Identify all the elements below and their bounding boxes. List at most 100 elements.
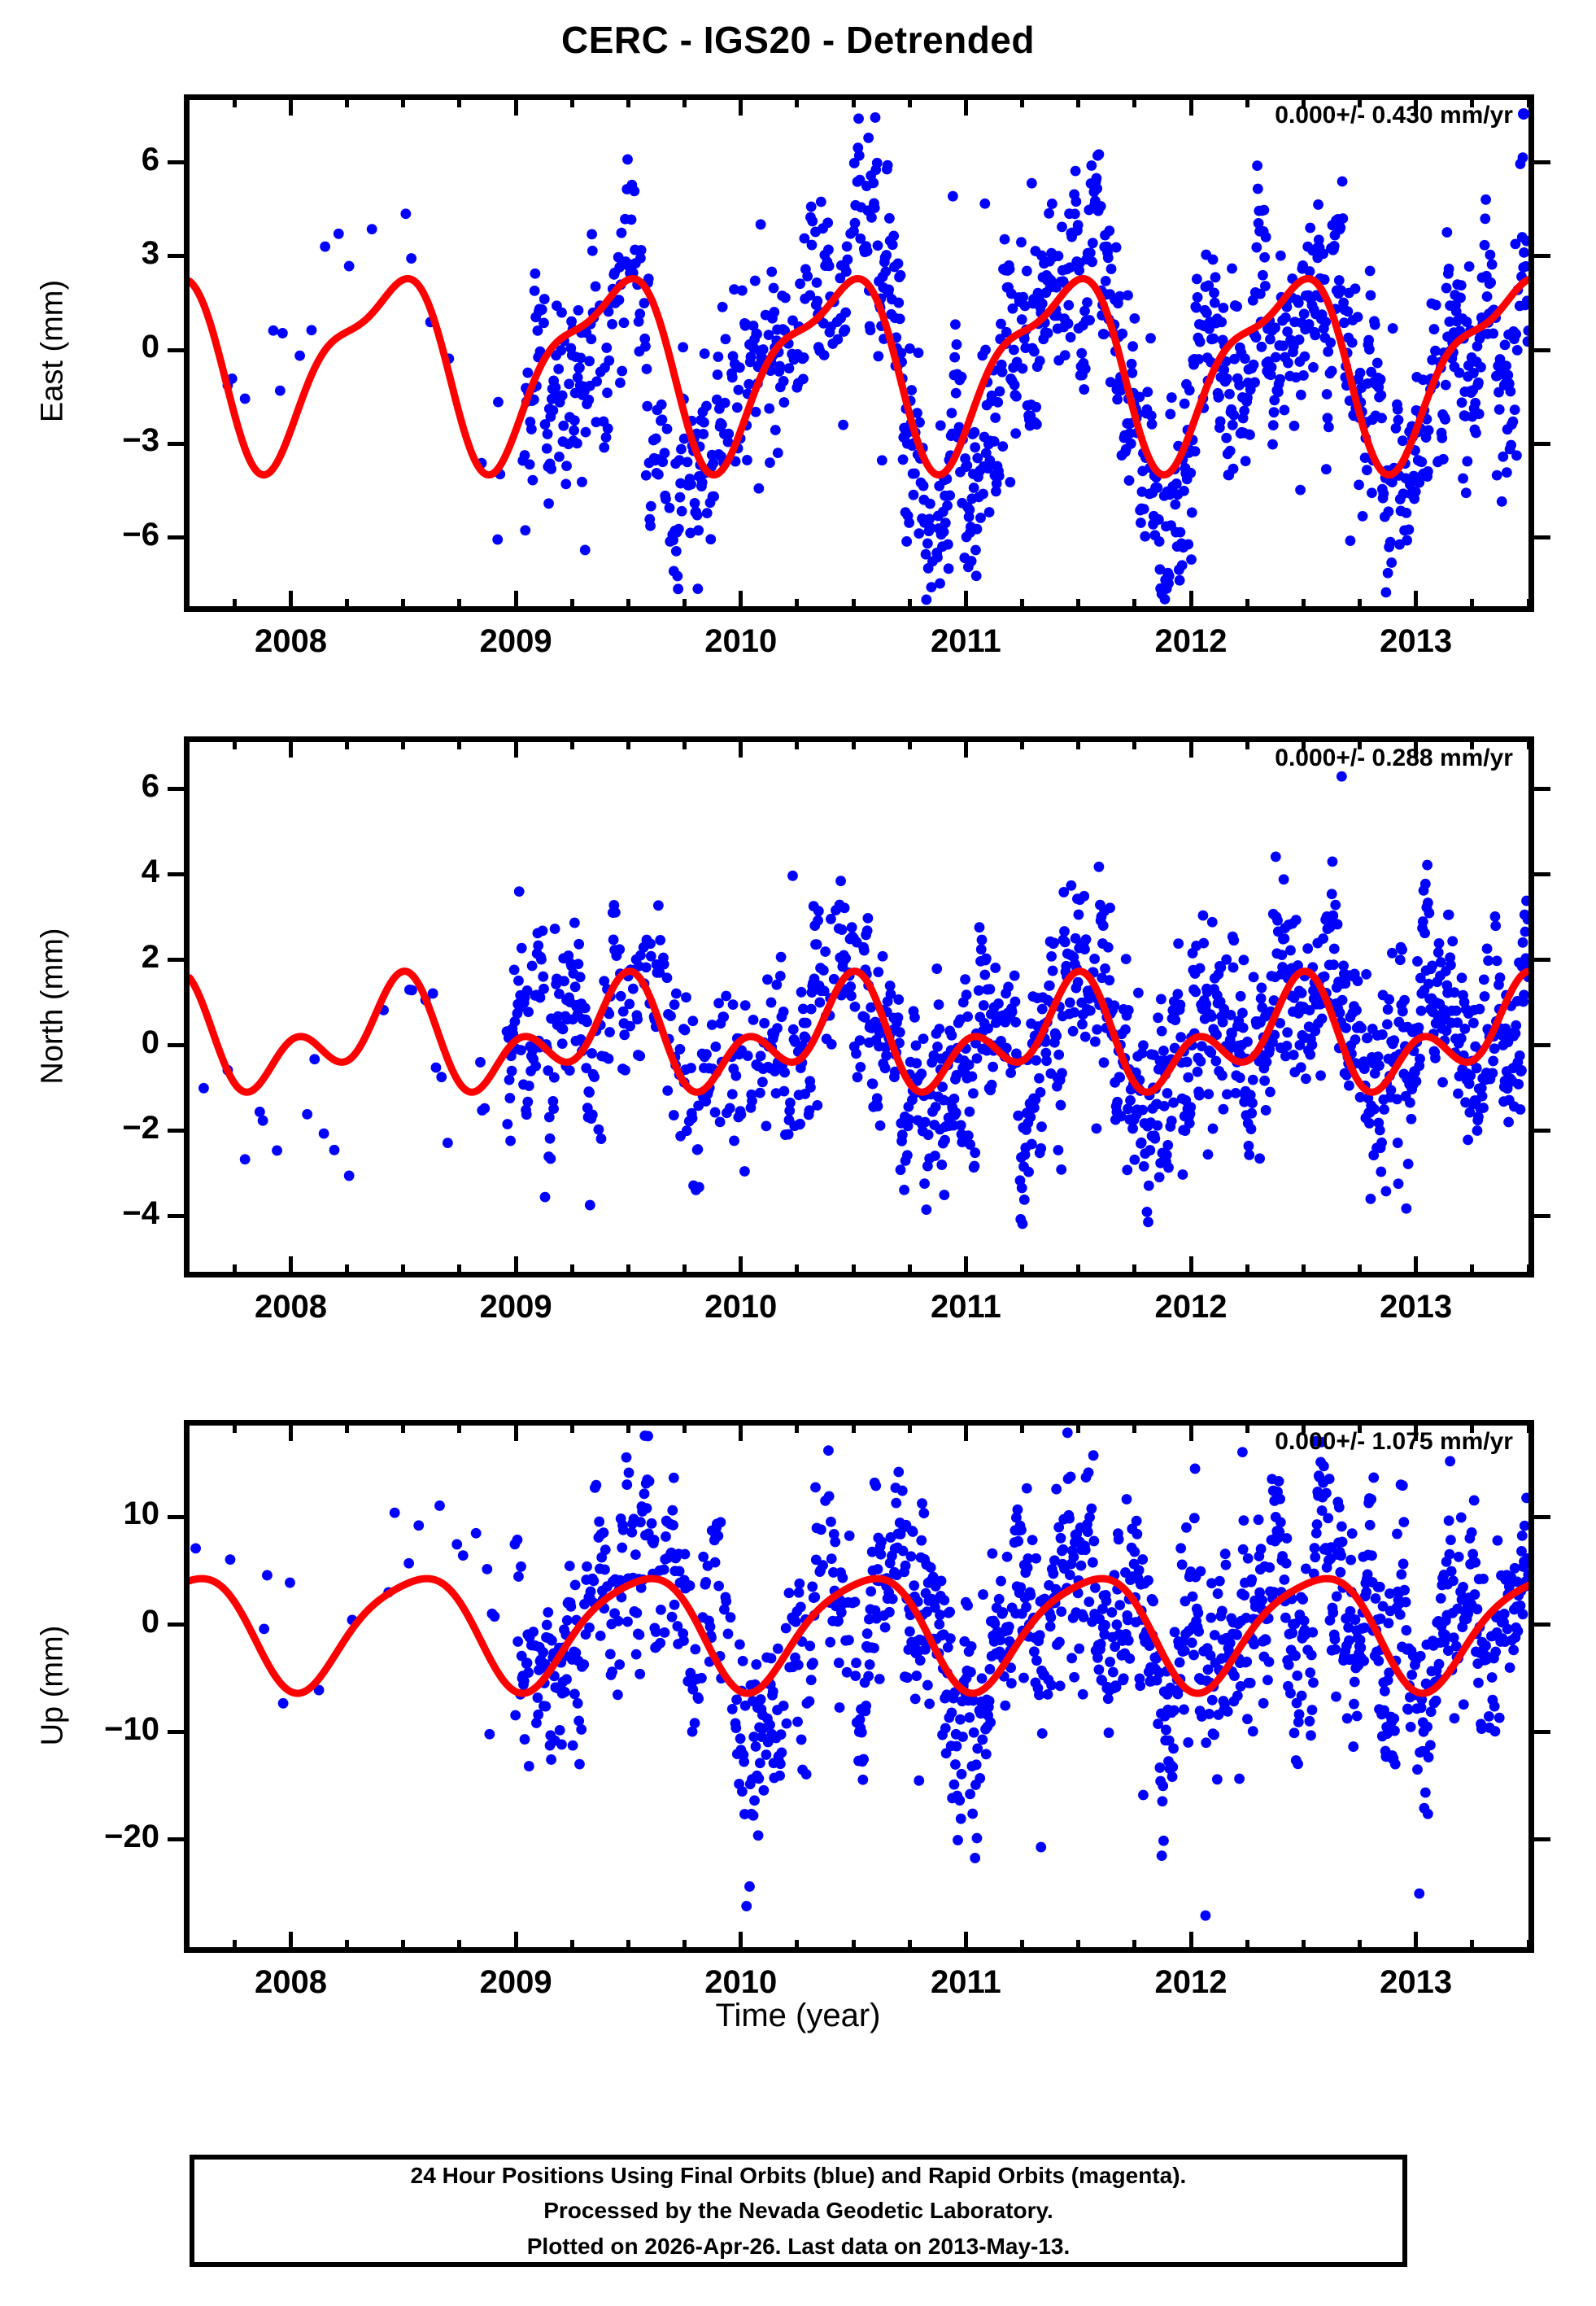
x-tick-label: 2009 bbox=[479, 1964, 552, 2000]
x-tick-mark bbox=[1020, 94, 1025, 107]
x-tick-mark bbox=[288, 736, 293, 758]
y-tick-mark bbox=[168, 1730, 184, 1735]
x-tick-mark bbox=[1301, 1940, 1306, 1953]
y-tick-label: 6 bbox=[141, 767, 159, 804]
x-tick-mark bbox=[907, 1420, 912, 1433]
x-tick-mark bbox=[739, 94, 743, 116]
x-tick-mark bbox=[1076, 1940, 1081, 1953]
y-tick-mark bbox=[168, 1129, 184, 1133]
x-tick-mark bbox=[1526, 1420, 1531, 1433]
y-tick-mark bbox=[168, 1043, 184, 1048]
x-tick-mark bbox=[1132, 1940, 1137, 1953]
model-curve bbox=[190, 967, 1528, 1096]
x-tick-mark bbox=[1470, 1940, 1475, 1953]
x-tick-mark bbox=[1188, 1420, 1193, 1441]
x-tick-mark bbox=[232, 599, 237, 612]
x-tick-mark bbox=[907, 736, 912, 749]
scatter-plot-north bbox=[190, 771, 1528, 1229]
x-tick-mark bbox=[1188, 1256, 1193, 1277]
x-tick-mark bbox=[1358, 1940, 1363, 1953]
plot-area-east bbox=[184, 94, 1534, 612]
x-tick-mark bbox=[1076, 1264, 1081, 1277]
x-tick-mark bbox=[401, 1940, 406, 1953]
x-tick-mark bbox=[1132, 1264, 1137, 1277]
x-tick-mark bbox=[1301, 736, 1306, 749]
footer-note-box: 24 Hour Positions Using Final Orbits (bl… bbox=[190, 2155, 1407, 2267]
x-tick-mark bbox=[232, 1264, 237, 1277]
x-tick-mark bbox=[401, 599, 406, 612]
model-curve bbox=[190, 274, 1528, 479]
x-tick-label: 2010 bbox=[704, 1289, 778, 1325]
x-tick-mark bbox=[1358, 736, 1363, 749]
x-tick-mark bbox=[1470, 94, 1475, 107]
data-point-group bbox=[222, 112, 1528, 605]
panel-north: North (mm) 0.000+/- 0.288 mm/yr 2008 2009… bbox=[36, 736, 1550, 1325]
scatter-plot-up bbox=[190, 1427, 1528, 1921]
x-tick-mark bbox=[569, 599, 574, 612]
y-tick-mark bbox=[168, 160, 184, 165]
x-tick-mark bbox=[739, 1932, 743, 1953]
y-tick-mark bbox=[168, 787, 184, 792]
x-tick-mark bbox=[288, 94, 293, 116]
y-tick-label: −3 bbox=[122, 422, 159, 459]
x-tick-mark bbox=[739, 591, 743, 612]
x-tick-mark bbox=[1245, 736, 1249, 749]
x-tick-mark bbox=[795, 1940, 800, 1953]
x-tick-label: 2013 bbox=[1380, 1289, 1453, 1325]
x-tick-mark bbox=[1020, 1264, 1025, 1277]
x-tick-mark bbox=[345, 599, 350, 612]
model-curve bbox=[190, 1574, 1528, 1697]
x-tick-label: 2009 bbox=[479, 1289, 552, 1325]
y-tick-mark bbox=[1534, 535, 1550, 540]
x-tick-mark bbox=[232, 94, 237, 107]
y-tick-mark bbox=[1534, 872, 1550, 877]
x-tick-mark bbox=[345, 1264, 350, 1277]
x-axis-label: Time (year) bbox=[715, 1998, 881, 2033]
x-tick-mark bbox=[569, 1264, 574, 1277]
x-tick-label: 2008 bbox=[254, 1289, 327, 1325]
y-tick-label: −6 bbox=[122, 516, 159, 552]
y-tick-mark bbox=[168, 347, 184, 352]
x-tick-mark bbox=[907, 1264, 912, 1277]
x-tick-mark bbox=[1526, 94, 1531, 107]
x-tick-mark bbox=[401, 1264, 406, 1277]
x-tick-mark bbox=[795, 599, 800, 612]
x-tick-mark bbox=[682, 736, 687, 749]
x-tick-mark bbox=[1301, 1420, 1306, 1433]
x-tick-mark bbox=[345, 94, 350, 107]
y-tick-mark bbox=[1534, 347, 1550, 352]
x-tick-mark bbox=[232, 1940, 237, 1953]
x-tick-mark bbox=[963, 1932, 968, 1953]
x-tick-mark bbox=[1526, 736, 1531, 749]
x-tick-mark bbox=[1358, 1264, 1363, 1277]
y-tick-mark bbox=[168, 958, 184, 963]
y-tick-mark bbox=[168, 1837, 184, 1842]
x-tick-mark bbox=[1470, 736, 1475, 749]
x-tick-mark bbox=[1076, 599, 1081, 612]
x-tick-mark bbox=[1526, 599, 1531, 612]
x-tick-mark bbox=[907, 599, 912, 612]
y-tick-mark bbox=[1534, 254, 1550, 259]
y-tick-label: 10 bbox=[123, 1496, 160, 1532]
x-tick-mark bbox=[682, 94, 687, 107]
x-tick-mark bbox=[851, 599, 856, 612]
y-tick-mark bbox=[168, 872, 184, 877]
x-tick-mark bbox=[626, 1264, 630, 1277]
y-tick-mark bbox=[168, 535, 184, 540]
x-tick-mark bbox=[1414, 736, 1419, 758]
y-tick-label: −10 bbox=[104, 1710, 159, 1747]
x-tick-mark bbox=[457, 94, 462, 107]
x-tick-mark bbox=[569, 736, 574, 749]
y-tick-mark bbox=[1534, 1214, 1550, 1219]
y-tick-label: 2 bbox=[141, 938, 159, 975]
x-tick-label: 2012 bbox=[1154, 623, 1228, 659]
x-tick-mark bbox=[1358, 94, 1363, 107]
x-tick-mark bbox=[513, 736, 518, 758]
y-tick-mark bbox=[1534, 787, 1550, 792]
x-tick-mark bbox=[1188, 591, 1193, 612]
y-tick-mark bbox=[1534, 1129, 1550, 1133]
y-tick-label: 0 bbox=[141, 329, 159, 365]
plot-area-north bbox=[184, 736, 1534, 1277]
x-tick-mark bbox=[1020, 1420, 1025, 1433]
x-tick-mark bbox=[1245, 599, 1249, 612]
